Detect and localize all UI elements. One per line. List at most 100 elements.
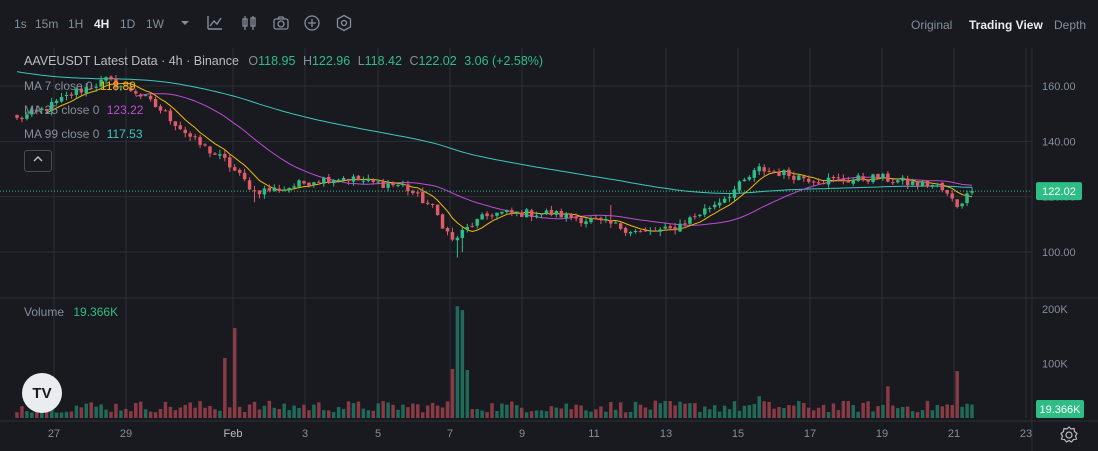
candle-body — [366, 178, 371, 181]
candle-body — [460, 229, 465, 238]
volume-bar — [20, 406, 24, 418]
last-price-label: 122.02 — [1042, 186, 1076, 198]
volume-bar — [950, 405, 954, 418]
candle-body — [341, 178, 346, 180]
candle-body — [896, 180, 900, 183]
volume-tick-label: 200K — [1042, 304, 1068, 316]
volume-bar — [500, 403, 504, 418]
volume-bar — [59, 412, 64, 418]
time-tick-label: 29 — [120, 428, 132, 440]
volume-value: 19.366K — [73, 305, 119, 319]
volume-bar — [114, 403, 118, 418]
tradingview-logo[interactable]: TV — [22, 373, 62, 413]
ma7-row: MA 7 close 0 118.89 — [24, 79, 136, 93]
candle-body — [505, 210, 509, 212]
volume-bar — [252, 401, 257, 418]
candle-body — [757, 166, 761, 172]
candle-body — [173, 121, 178, 126]
chart-style-icon[interactable] — [240, 14, 258, 32]
volume-bar — [891, 405, 895, 418]
volume-bar — [173, 410, 178, 418]
indicator-icon[interactable] — [206, 14, 224, 32]
candle-body — [811, 181, 816, 183]
volume-bar — [831, 403, 836, 418]
candle-body — [703, 208, 707, 215]
volume-bar — [430, 402, 435, 418]
candle-body — [589, 218, 593, 223]
candle-body — [381, 181, 385, 188]
price-chart[interactable]: 100.00120.00140.00160.00100K200K2729Feb3… — [0, 48, 1098, 451]
candle-body — [386, 183, 390, 188]
volume-bar — [336, 407, 341, 418]
volume-bar — [900, 407, 905, 418]
candle-body — [257, 190, 262, 195]
time-tick-label: 19 — [876, 428, 888, 440]
candle-body — [955, 199, 959, 207]
volume-bar — [628, 412, 633, 418]
ma25-label: MA 25 close 0 — [24, 103, 100, 117]
close-value: 122.02 — [418, 54, 457, 68]
volume-bar — [148, 411, 153, 418]
candle-body — [821, 183, 826, 185]
candle-body — [539, 213, 544, 215]
candle-body — [361, 180, 366, 182]
candle-body — [237, 169, 242, 173]
candle-body — [762, 167, 766, 172]
volume-bar — [361, 408, 366, 418]
volume-bar — [495, 411, 499, 418]
last-volume-label: 19.366K — [1040, 404, 1082, 416]
hexagon-settings-icon[interactable] — [335, 14, 353, 32]
low-label: L — [357, 54, 365, 68]
interval-1h[interactable]: 1H — [68, 17, 84, 31]
interval-15m[interactable]: 15m — [35, 17, 59, 31]
volume-bar — [322, 410, 326, 418]
volume-bar — [529, 411, 534, 418]
gear-icon[interactable] — [1058, 424, 1080, 446]
interval-1w[interactable]: 1W — [146, 17, 164, 31]
volume-bar — [485, 412, 489, 418]
candle-body — [223, 153, 227, 158]
volume-bar — [460, 310, 465, 418]
view-depth[interactable]: Depth — [1054, 18, 1087, 32]
candle-body — [613, 222, 618, 224]
volume-bar — [193, 407, 197, 418]
volume-bar — [648, 409, 653, 418]
candle-body — [524, 209, 529, 218]
volume-bar — [35, 411, 39, 418]
interval-1s[interactable]: 1s — [14, 17, 27, 31]
candle-body — [920, 181, 925, 187]
volume-bar — [134, 402, 138, 418]
candle-body — [35, 109, 39, 111]
volume-legend: Volume 19.366K — [24, 305, 118, 319]
add-circle-icon[interactable] — [303, 14, 321, 32]
candle-body — [59, 96, 64, 102]
volume-bar — [153, 412, 158, 418]
ma99-value: 117.53 — [106, 127, 143, 141]
candle-body — [74, 88, 79, 95]
view-trading-view[interactable]: Trading View — [969, 18, 1043, 32]
volume-bar — [327, 410, 331, 418]
chevron-down-icon[interactable] — [176, 14, 194, 32]
volume-bar — [668, 401, 672, 418]
volume-bar — [188, 402, 192, 418]
volume-bar — [470, 409, 474, 418]
volume-bar — [633, 401, 638, 418]
interval-4h[interactable]: 4H — [94, 17, 110, 31]
candle-body — [930, 184, 935, 187]
candle-body — [40, 108, 44, 110]
view-original[interactable]: Original — [911, 18, 953, 32]
volume-bar — [732, 401, 737, 418]
volume-bar — [623, 412, 628, 418]
volume-bar — [539, 410, 544, 418]
candle-body — [450, 232, 455, 240]
collapse-legend-button[interactable] — [24, 150, 52, 172]
open-label: O — [248, 54, 259, 68]
volume-bar — [425, 405, 430, 418]
volume-bar — [371, 410, 376, 418]
candle-body — [792, 175, 796, 180]
camera-icon[interactable] — [272, 14, 290, 32]
volume-bar — [44, 410, 49, 418]
candle-body — [945, 190, 949, 194]
volume-bar — [297, 408, 301, 418]
interval-1d[interactable]: 1D — [120, 17, 136, 31]
